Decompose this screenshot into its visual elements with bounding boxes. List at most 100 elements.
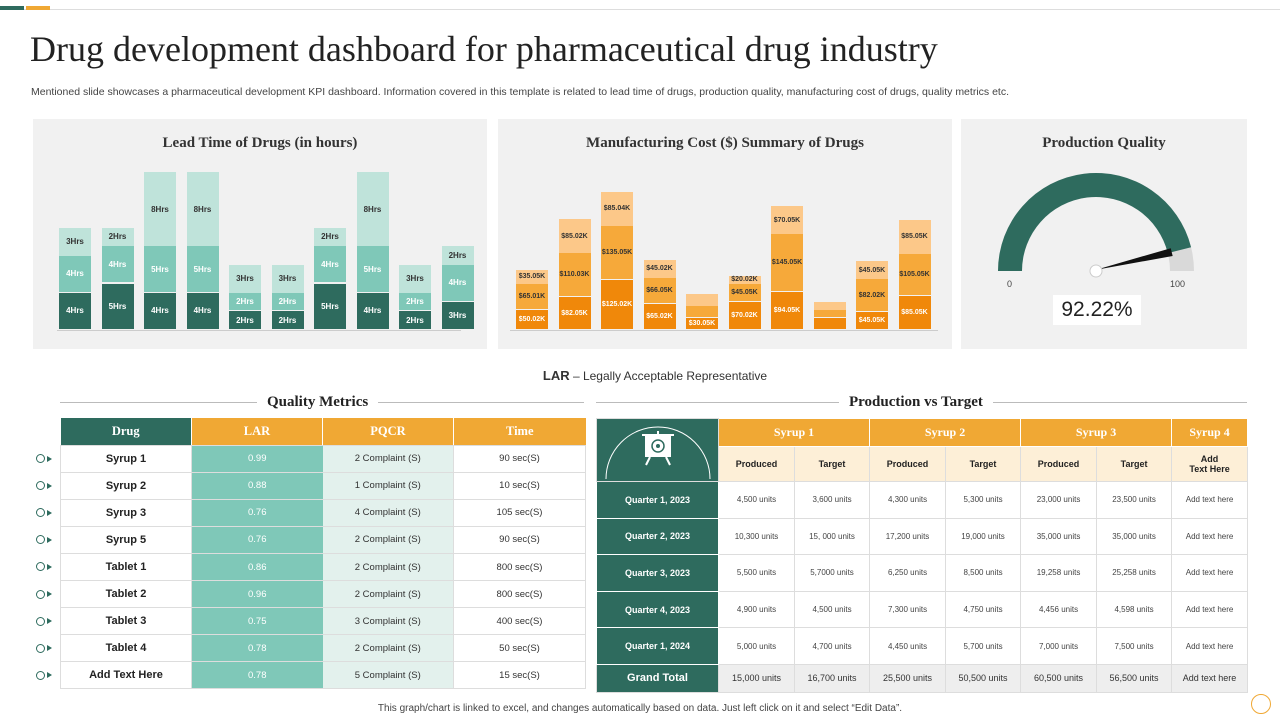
row-marker-dot: [36, 562, 45, 572]
table-row[interactable]: Quarter 3, 2023 5,500 units 5,7000 units 6,…: [596, 554, 1249, 592]
table-row[interactable]: Grand Total 15,000 units 16,700 units 25,50…: [596, 663, 1249, 693]
bar-2-bottom: $125.02K: [601, 279, 633, 329]
lead-time-panel[interactable]: Lead Time of Drugs (in hours) 4Hrs 4Hrs 3H…: [33, 119, 487, 349]
row-marker-dot: [36, 589, 45, 599]
syrup-3-header[interactable]: Syrup 3: [1020, 417, 1173, 448]
sub-produced: Produced: [718, 446, 795, 482]
value-cell: 5,000 units: [718, 627, 795, 665]
col-pqcr[interactable]: PQCR: [322, 418, 454, 446]
bar-label: $125.02K: [601, 300, 633, 308]
bar-label: $85.05K: [901, 233, 928, 241]
gauge-fill: [998, 173, 1192, 271]
bar-label: $85.05K: [901, 308, 928, 316]
time-cell: 10 sec(S): [453, 471, 586, 500]
bar-label: 3Hrs: [278, 274, 297, 284]
bar-4-top: [686, 293, 718, 306]
bar-0-bottom: 4Hrs: [59, 292, 91, 329]
table-row[interactable]: Syrup 5 0.76 2 Complaint (S) 90 sec(S): [60, 525, 586, 554]
bar-label: 3Hrs: [236, 274, 254, 284]
syrup-2-header[interactable]: Syrup 2: [869, 417, 1022, 448]
bar-1-bottom: 5Hrs: [101, 283, 134, 329]
bar-9-top: 2Hrs: [441, 246, 474, 265]
time-cell: 105 sec(S): [453, 498, 586, 527]
row-marker-dot: [36, 670, 45, 680]
table-row[interactable]: Syrup 3 0.76 4 Complaint (S) 105 sec(S): [60, 498, 586, 527]
value-cell: 50,500 units: [945, 663, 1022, 693]
table-row[interactable]: Quarter 2, 2023 10,300 units 15, 000 units…: [596, 517, 1249, 556]
value-cell: 35,000 units: [1020, 517, 1098, 556]
table-row[interactable]: Tablet 3 0.75 3 Complaint (S) 400 sec(S): [60, 607, 586, 636]
quarter-label: Quarter 1, 2024: [596, 627, 719, 665]
row-marker-dot: [36, 508, 45, 518]
pqcr-cell: 2 Complaint (S): [322, 580, 454, 609]
table-row[interactable]: Tablet 4 0.78 2 Complaint (S) 50 sec(S): [60, 634, 586, 663]
value-cell: 19,258 units: [1020, 554, 1098, 592]
bar-label: 4Hrs: [363, 306, 382, 316]
drug-cell: Syrup 5: [60, 525, 192, 554]
production-quality-panel[interactable]: Production Quality 0 100 92.22%: [961, 119, 1247, 349]
table-row[interactable]: Add Text Here 0.78 5 Complaint (S) 15 sec(S…: [60, 661, 586, 690]
table-row[interactable]: Syrup 1 0.99 2 Complaint (S) 90 sec(S): [60, 444, 586, 473]
bar-7-middle: [813, 310, 846, 317]
table-row[interactable]: Quarter 1, 2023 4,500 units 3,600 units 4,3…: [596, 481, 1249, 519]
table-row[interactable]: Quarter 4, 2023 4,900 units 4,500 units 7,3…: [596, 590, 1249, 629]
bar-label: 3Hrs: [448, 311, 467, 321]
value-cell: 19,000 units: [945, 517, 1022, 556]
bar-2-bottom: 4Hrs: [144, 292, 176, 329]
bar-label: $65.02K: [646, 312, 673, 320]
row-marker-arrow-icon: [47, 455, 52, 462]
bar-7-bottom: [813, 318, 846, 329]
value-cell: 4,450 units: [869, 627, 947, 665]
lar-cell: 0.99: [191, 445, 323, 473]
bar-5-top: 3Hrs: [271, 264, 304, 293]
quarter-label: Quarter 4, 2023: [596, 590, 719, 629]
bar-0-middle: 4Hrs: [59, 255, 91, 292]
bar-label: $85.04K: [603, 205, 631, 213]
bar-5-middle: 2Hrs: [271, 292, 304, 311]
value-cell: 60,500 units: [1020, 663, 1098, 693]
lar-cell: 0.75: [191, 607, 323, 636]
value-cell: 4,500 units: [718, 481, 795, 519]
table-row[interactable]: Tablet 2 0.96 2 Complaint (S) 800 sec(S): [60, 580, 586, 609]
table-row[interactable]: Tablet 1 0.86 2 Complaint (S) 800 sec(S): [60, 552, 586, 582]
col-drug[interactable]: Drug: [60, 418, 192, 446]
bar-label: $85.02K: [561, 232, 588, 240]
syrup-4-header[interactable]: Syrup 4: [1171, 417, 1249, 448]
bar-label: $70.05K: [773, 216, 801, 224]
page-title: Drug development dashboard for pharmaceu…: [30, 29, 938, 69]
bar-4-middle: 2Hrs: [229, 292, 261, 311]
lar-cell: 0.88: [191, 472, 323, 500]
bar-1-top: $85.02K: [558, 219, 591, 254]
production-title: Production vs Target: [839, 394, 993, 411]
sub-produced: Produced: [869, 446, 947, 482]
bar-label: $145.05K: [771, 259, 803, 267]
sub-produced: Produced: [1020, 446, 1098, 482]
drug-cell: Syrup 1: [60, 444, 192, 473]
bar-6-bottom: $94.05K: [771, 292, 803, 329]
bar-8-middle: $82.02K: [856, 279, 888, 311]
lar-cell: 0.78: [191, 634, 323, 663]
lar-cell: 0.86: [191, 553, 323, 582]
value-cell: 4,598 units: [1096, 590, 1173, 629]
table-row[interactable]: Quarter 1, 2024 5,000 units 4,700 units 4,4…: [596, 627, 1249, 665]
bar-label: $135.05K: [601, 248, 633, 256]
bar-label: 5Hrs: [363, 264, 382, 274]
bar-9-top: $85.05K: [898, 219, 931, 254]
pqcr-cell: 5 Complaint (S): [322, 661, 454, 690]
bar-label: 2Hrs: [278, 315, 297, 325]
col-lar[interactable]: LAR: [191, 418, 323, 446]
syrup-1-header[interactable]: Syrup 1: [717, 417, 871, 448]
table-row[interactable]: Syrup 2 0.88 1 Complaint (S) 10 sec(S): [60, 471, 586, 500]
bar-label: 5Hrs: [151, 264, 169, 274]
time-cell: 400 sec(S): [453, 607, 586, 636]
value-cell: 15, 000 units: [793, 517, 871, 556]
bar-label: $110.03K: [559, 271, 590, 279]
value-cell: 10,300 units: [718, 517, 795, 556]
bar-5-bottom: $70.02K: [728, 301, 761, 329]
bar-8-middle: 2Hrs: [399, 292, 431, 311]
col-time[interactable]: Time: [453, 418, 586, 446]
value-cell: 3,600 units: [793, 481, 871, 519]
mfg-cost-panel[interactable]: Manufacturing Cost ($) Summary of Drugs …: [498, 119, 952, 349]
bar-0-top: 3Hrs: [59, 227, 91, 256]
bar-6-top: 2Hrs: [314, 227, 346, 247]
